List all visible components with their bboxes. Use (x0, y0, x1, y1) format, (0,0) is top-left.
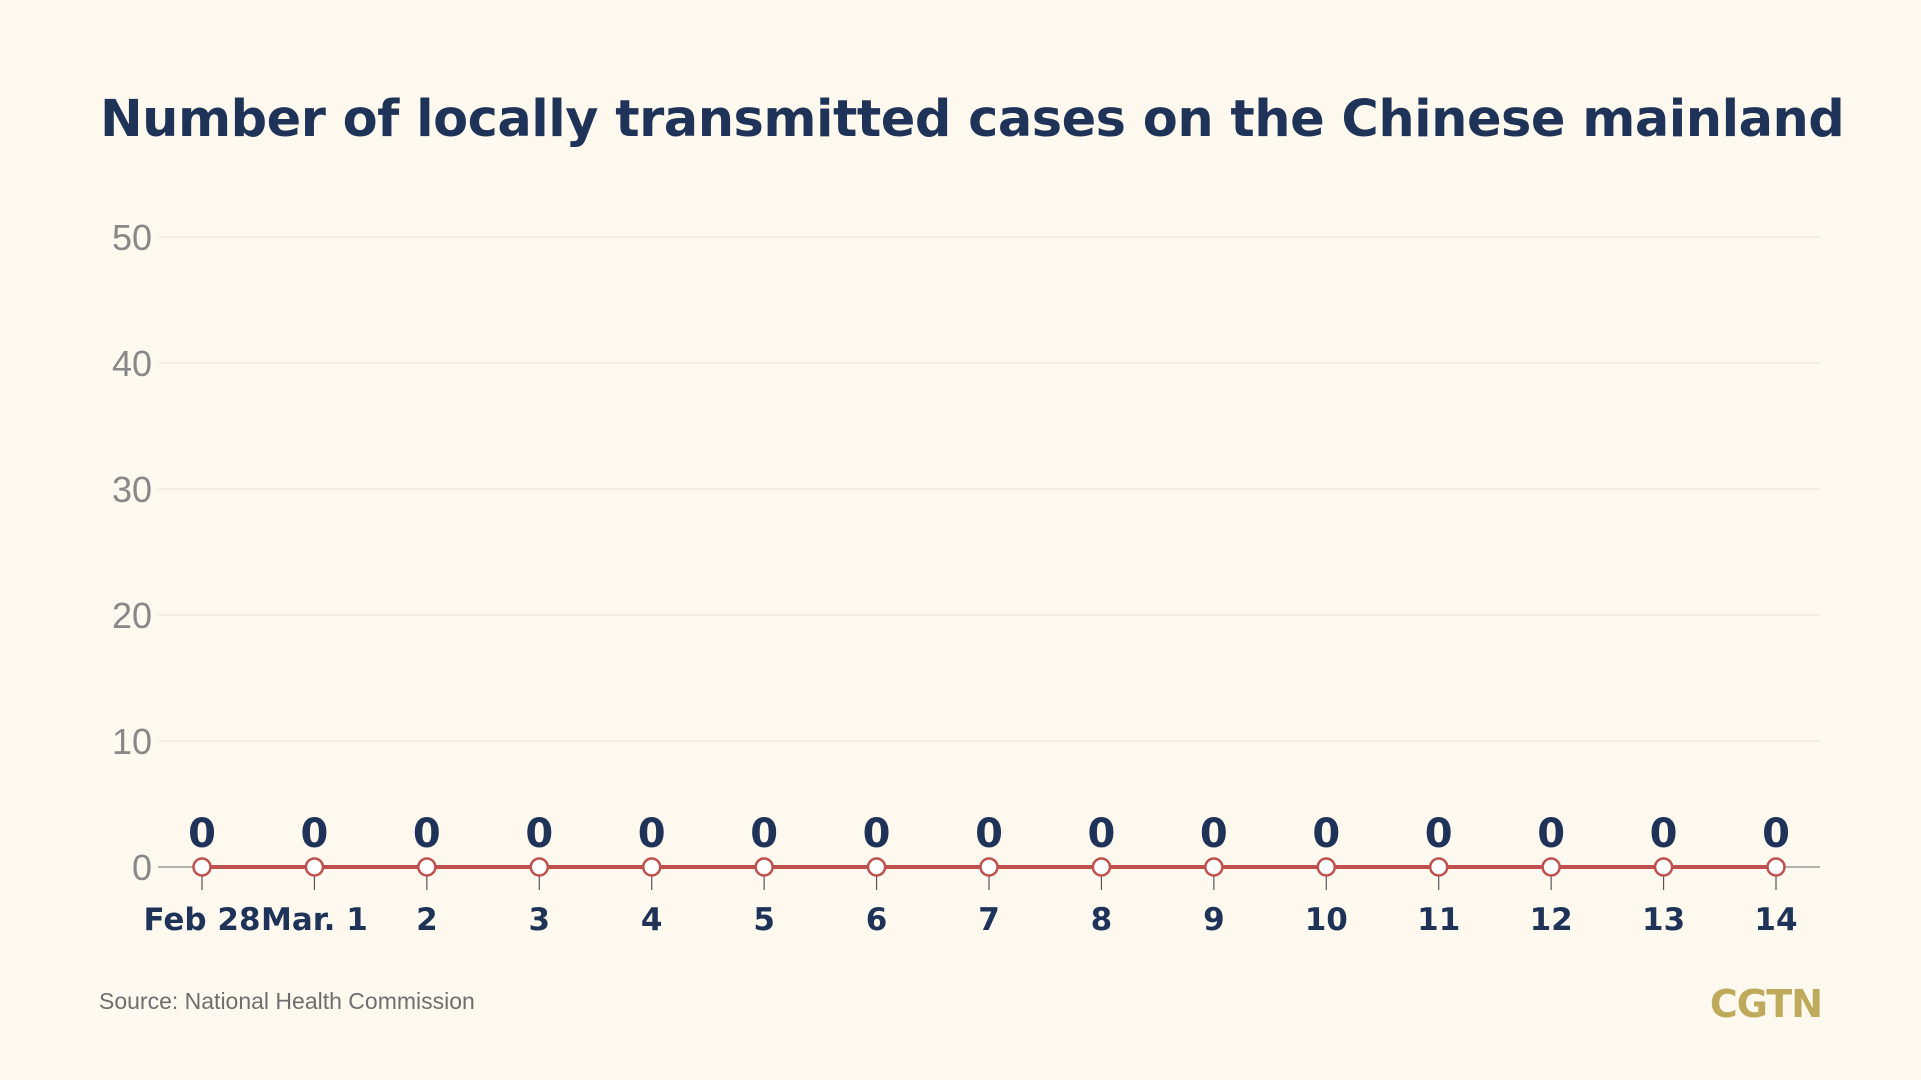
data-point (866, 857, 887, 877)
x-tick-label: 6 (866, 902, 888, 938)
x-tick-label: 11 (1417, 902, 1460, 938)
y-tick-label: 50 (112, 217, 152, 258)
data-point (1316, 857, 1337, 877)
data-point (1653, 857, 1674, 877)
x-tick-label: 2 (416, 902, 438, 938)
data-label: 0 (1088, 811, 1116, 857)
chart-title: Number of locally transmitted cases on t… (100, 90, 1845, 149)
data-label: 0 (1537, 811, 1565, 857)
x-tick-label: 14 (1754, 902, 1797, 938)
y-tick-label: 20 (112, 595, 152, 636)
data-label: 0 (413, 811, 441, 857)
data-label: 0 (1312, 811, 1340, 857)
data-point (529, 857, 550, 877)
data-point (304, 857, 325, 877)
data-label: 0 (1650, 811, 1678, 857)
cgtn-logo: CGTN (1709, 982, 1823, 1026)
data-label: 0 (638, 811, 666, 857)
x-tick-label: Mar. 1 (261, 902, 368, 938)
data-point (1428, 857, 1449, 877)
data-point (1204, 857, 1224, 877)
data-point (641, 857, 662, 877)
x-tick-label: 12 (1530, 902, 1573, 938)
y-tick-label: 0 (132, 847, 152, 888)
data-point (754, 857, 774, 877)
data-label: 0 (750, 811, 778, 857)
y-tick-label: 40 (112, 343, 152, 384)
data-point (1091, 857, 1112, 877)
x-tick-label: 13 (1642, 902, 1685, 938)
x-tick-label: 7 (978, 902, 1000, 938)
x-tick-label: 4 (641, 902, 663, 938)
data-point (1766, 857, 1786, 877)
data-label: 0 (975, 811, 1003, 857)
x-tick-label: 8 (1091, 902, 1113, 938)
data-point (192, 857, 212, 877)
data-label: 0 (1425, 811, 1453, 857)
data-label: 0 (525, 811, 553, 857)
source-note: Source: National Health Commission (99, 988, 475, 1014)
data-label: 0 (188, 811, 216, 857)
data-point (417, 857, 437, 877)
data-label: 0 (863, 811, 891, 857)
data-label: 0 (1762, 811, 1790, 857)
x-tick-label: 10 (1305, 902, 1348, 938)
data-point (1541, 857, 1561, 877)
x-tick-label: 9 (1203, 902, 1225, 938)
data-label: 0 (1200, 811, 1228, 857)
data-label: 0 (301, 811, 329, 857)
data-point (979, 857, 999, 877)
x-tick-label: 5 (753, 902, 775, 938)
x-tick-label: Feb 28 (143, 902, 260, 938)
y-tick-label: 30 (112, 469, 152, 510)
y-tick-label: 10 (112, 721, 152, 762)
x-tick-label: 3 (528, 902, 550, 938)
